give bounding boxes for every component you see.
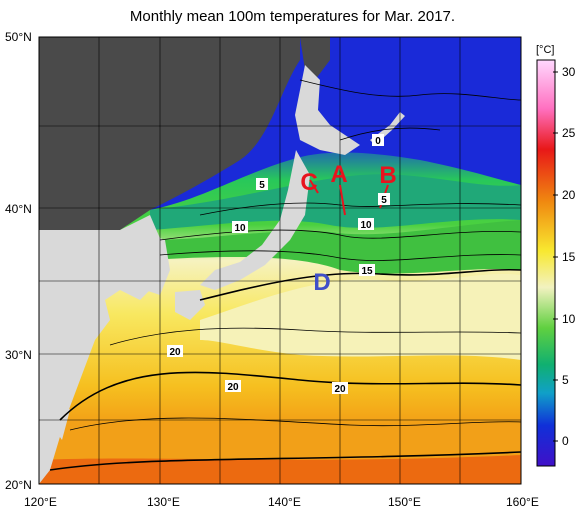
marker-b: B: [379, 162, 396, 189]
colorbar-label-30: 30: [562, 65, 576, 79]
contour-label-10a: 10: [234, 223, 246, 234]
contour-label-20a: 20: [169, 347, 181, 358]
contour-label-20c: 20: [334, 384, 346, 395]
colorbar-ticks: [553, 71, 558, 442]
kyushu: [175, 290, 205, 320]
lon-label-120: 120°E: [24, 495, 57, 509]
asia-mainland: [39, 215, 165, 484]
lat-label-20: 20°N: [5, 478, 32, 492]
colorbar: [536, 59, 556, 467]
contour-label-20b: 20: [227, 382, 239, 393]
contour-labels: 0 5 5 10 10 15 20 20 20: [167, 134, 390, 395]
colorbar-label-25: 25: [562, 126, 576, 140]
colorbar-label-0: 0: [562, 434, 569, 448]
contour-label-5b: 5: [381, 195, 387, 206]
korean-peninsula: [135, 230, 170, 295]
colorbar-label-15: 15: [562, 250, 576, 264]
lat-label-50: 50°N: [5, 30, 32, 44]
map-frame: [38, 36, 522, 485]
green-water-band: [150, 220, 521, 274]
contour-label-5a: 5: [259, 180, 265, 191]
contour-label-15: 15: [361, 266, 373, 277]
cool-water-band: [150, 174, 521, 230]
lon-label-140: 140°E: [268, 495, 301, 509]
marker-c: C: [300, 169, 317, 196]
contour-label-10b: 10: [360, 220, 372, 231]
colorbar-label-5: 5: [562, 373, 569, 387]
marker-a: A: [330, 161, 347, 188]
graticule: [39, 37, 521, 484]
honshu: [200, 150, 310, 290]
marker-d: D: [313, 269, 330, 296]
lon-label-130: 130°E: [147, 495, 180, 509]
lon-label-150: 150°E: [388, 495, 421, 509]
no-data-region: [39, 37, 300, 230]
lon-label-160: 160°E: [506, 495, 539, 509]
colorbar-label-10: 10: [562, 312, 576, 326]
contour-lines: [49, 79, 521, 471]
lat-label-40: 40°N: [5, 202, 32, 216]
hokkaido: [295, 65, 360, 155]
lat-label-30: 30°N: [5, 348, 32, 362]
map-title: Monthly mean 100m temperatures for Mar. …: [129, 8, 456, 25]
contour-label-0: 0: [375, 136, 381, 147]
colorbar-unit: [°C]: [536, 44, 555, 56]
colorbar-label-20: 20: [562, 188, 576, 202]
